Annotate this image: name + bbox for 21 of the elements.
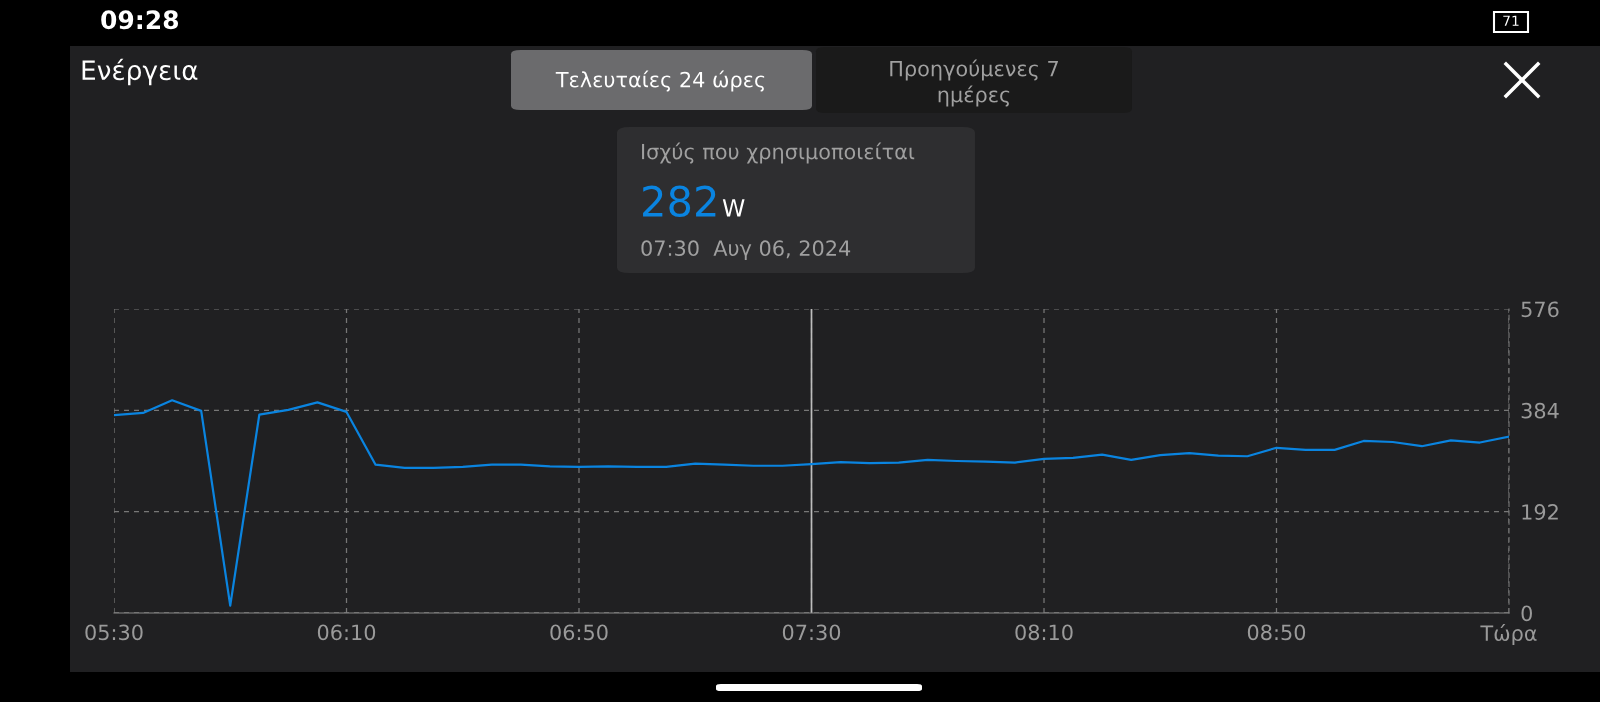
x-tick-label: 05:30 — [85, 624, 143, 641]
y-tick-label: 192 — [1522, 504, 1558, 520]
x-tick-label: Τώρα — [1480, 624, 1537, 646]
x-tick-label: 08:10 — [1015, 624, 1073, 641]
text: 282 — [643, 185, 716, 218]
text: 07:30 Αυγ 06, 2024 — [641, 240, 851, 261]
x-tick-label: 06:50 — [550, 624, 608, 641]
y-tick-label: 384 — [1521, 402, 1559, 419]
text: Ισχύς που χρησιμοποιείται — [642, 142, 915, 164]
y-tick-label: 576 — [1521, 301, 1559, 318]
x-tick-label: 08:50 — [1247, 624, 1306, 641]
text: Τελευταίες 24 ώρες — [555, 70, 765, 92]
x-tick-label: 06:10 — [317, 624, 376, 641]
text: 09:28 — [101, 10, 179, 30]
y-tick-label: 0 — [1521, 605, 1532, 622]
chart-title: Ενέργεια — [82, 58, 198, 86]
line-series — [114, 399, 1509, 607]
text: Προηγούμενες 7 ημέρες — [890, 59, 1058, 107]
text: W — [722, 199, 745, 217]
text: 71 — [1503, 15, 1519, 26]
x-tick-label: 07:30 — [782, 624, 841, 641]
